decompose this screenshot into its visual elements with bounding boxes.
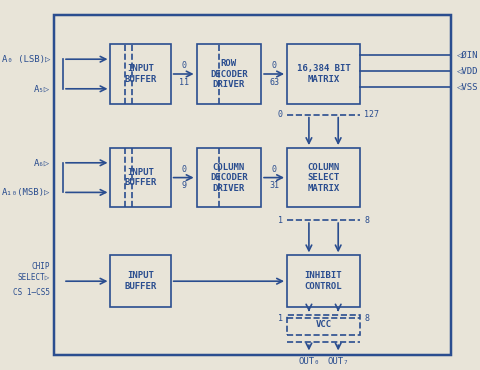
Text: COLUMN
DECODER
DRIVER: COLUMN DECODER DRIVER — [210, 163, 248, 192]
Text: 8: 8 — [364, 216, 370, 225]
Text: 1: 1 — [277, 314, 283, 323]
Text: INPUT
BUFFER: INPUT BUFFER — [124, 64, 156, 84]
Text: 1: 1 — [277, 216, 283, 225]
Text: INPUT
BUFFER: INPUT BUFFER — [124, 272, 156, 291]
Text: 9: 9 — [181, 181, 186, 190]
Text: VCC: VCC — [315, 320, 332, 329]
Text: 11: 11 — [179, 78, 189, 87]
Text: A₀ (LSB)▷: A₀ (LSB)▷ — [2, 55, 50, 64]
Text: 0: 0 — [272, 61, 276, 70]
Text: ◁VDD: ◁VDD — [457, 67, 479, 75]
Text: OUT₇: OUT₇ — [327, 357, 349, 366]
Text: 0: 0 — [277, 110, 283, 119]
Text: ROW
DECODER
DRIVER: ROW DECODER DRIVER — [210, 59, 248, 89]
Text: INPUT
BUFFER: INPUT BUFFER — [124, 168, 156, 187]
Text: 16,384 BIT
MATRIX: 16,384 BIT MATRIX — [297, 64, 350, 84]
Text: OUT₀: OUT₀ — [298, 357, 320, 366]
Text: ◁ØIN: ◁ØIN — [457, 51, 479, 60]
Text: CHIP
SELECT▷: CHIP SELECT▷ — [18, 262, 50, 282]
Text: 0: 0 — [181, 165, 186, 174]
Text: 63: 63 — [269, 78, 279, 87]
Text: INHIBIT
CONTROL: INHIBIT CONTROL — [305, 272, 342, 291]
Text: A₆▷: A₆▷ — [34, 158, 50, 167]
Text: 127: 127 — [364, 110, 380, 119]
Text: 8: 8 — [364, 314, 370, 323]
Text: A₅▷: A₅▷ — [34, 84, 50, 93]
Text: COLUMN
SELECT
MATRIX: COLUMN SELECT MATRIX — [307, 163, 340, 192]
Text: A₁₀(MSB)▷: A₁₀(MSB)▷ — [2, 188, 50, 197]
Text: CS 1–CS5: CS 1–CS5 — [13, 288, 50, 297]
Text: 0: 0 — [272, 165, 276, 174]
Text: 0: 0 — [181, 61, 186, 70]
Text: ◁VSS: ◁VSS — [457, 83, 479, 91]
Text: 31: 31 — [269, 181, 279, 190]
